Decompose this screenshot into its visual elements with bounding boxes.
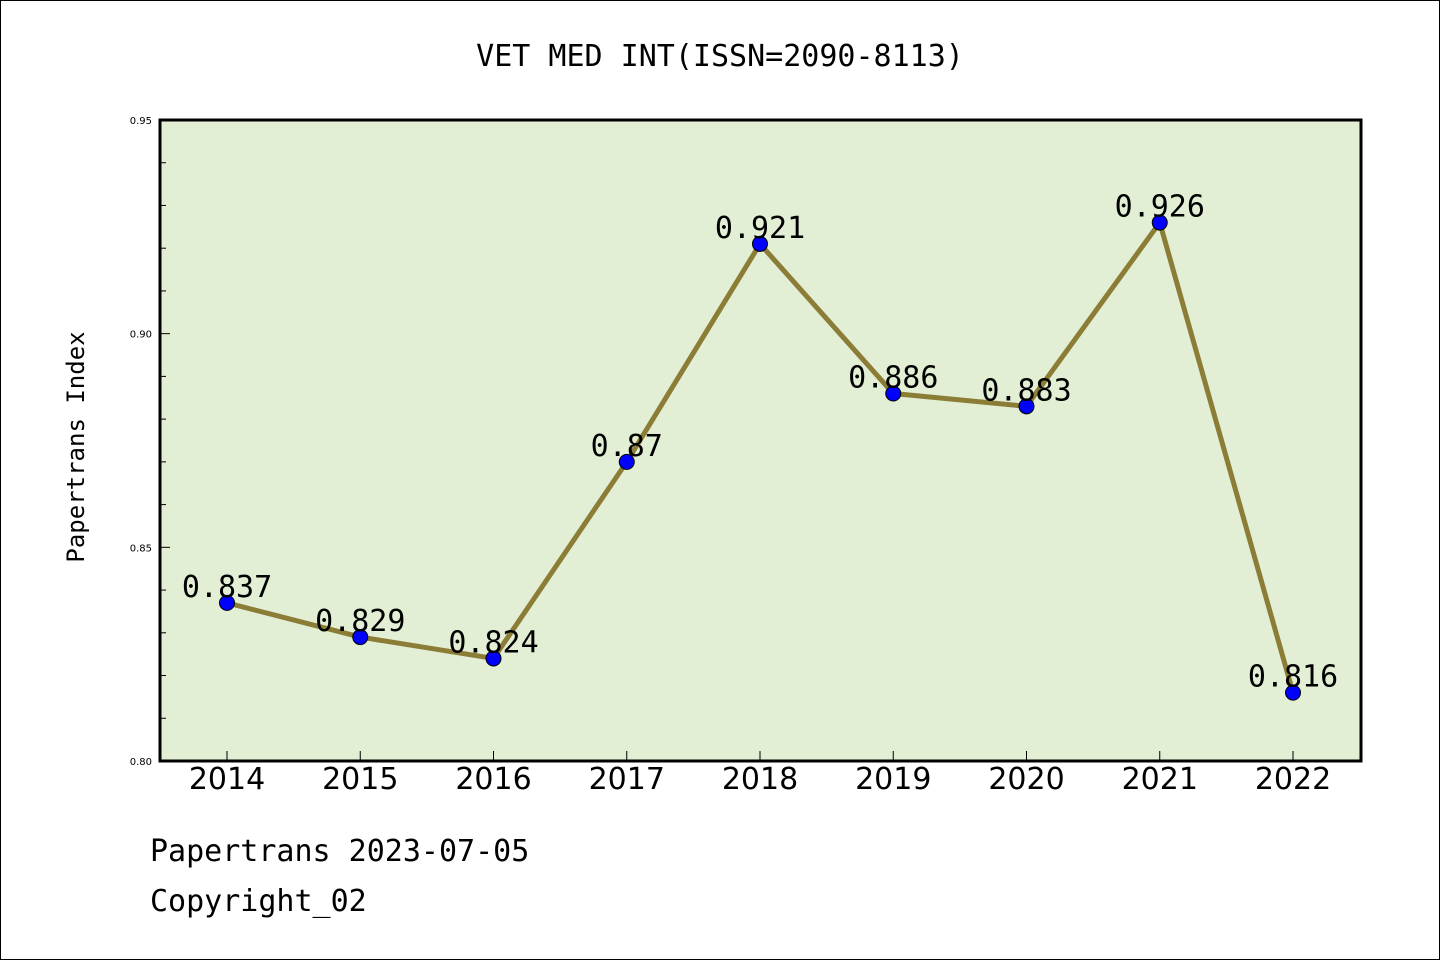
plot-border [158,118,1363,763]
footer-date: Papertrans 2023-07-05 [150,834,530,869]
data-point [885,385,902,402]
y-axis-label: Papertrans Index [62,331,90,562]
data-point [219,594,235,611]
y-tick-label: 0.95 [130,116,152,127]
x-axis-ticks: 2014 2015 2016 2017 2018 2019 2020 2021 2022 [189,751,1331,797]
data-point [1018,398,1035,415]
data-point [485,650,502,667]
x-tick-label: 2016 [455,762,531,797]
data-label: 0.886 [848,360,938,395]
data-point [618,453,635,470]
data-point [352,629,369,646]
x-tick-label: 2022 [1255,762,1331,797]
data-label: 0.829 [315,604,405,639]
data-label: 0.87 [591,429,663,464]
x-tick-label: 2015 [322,762,398,797]
data-points [219,214,1301,701]
y-tick-label: 0.85 [130,543,152,554]
footer-copyright: Copyright_02 [150,884,367,919]
x-tick-label: 2019 [855,762,931,797]
data-label: 0.883 [981,373,1071,408]
x-tick-label: 2021 [1122,762,1198,797]
data-label: 0.824 [448,625,538,660]
data-point [752,235,768,252]
y-tick-label: 0.80 [130,757,152,768]
x-tick-label: 2018 [722,762,798,797]
data-point [1151,214,1168,231]
y-tick-label: 0.90 [130,330,152,341]
x-tick-label: 2020 [988,762,1064,797]
chart-title: VET MED INT(ISSN=2090-8113) [476,39,964,74]
data-point [1285,684,1301,701]
data-label: 0.816 [1248,660,1338,695]
x-tick-label: 2014 [189,762,265,797]
data-label: 0.921 [715,211,805,246]
data-labels: 0.837 0.829 0.824 0.87 0.921 0.886 0.883 0.926 0… [182,190,1338,695]
data-label: 0.926 [1115,190,1205,225]
x-tick-label: 2017 [589,762,665,797]
data-label: 0.837 [182,570,272,605]
